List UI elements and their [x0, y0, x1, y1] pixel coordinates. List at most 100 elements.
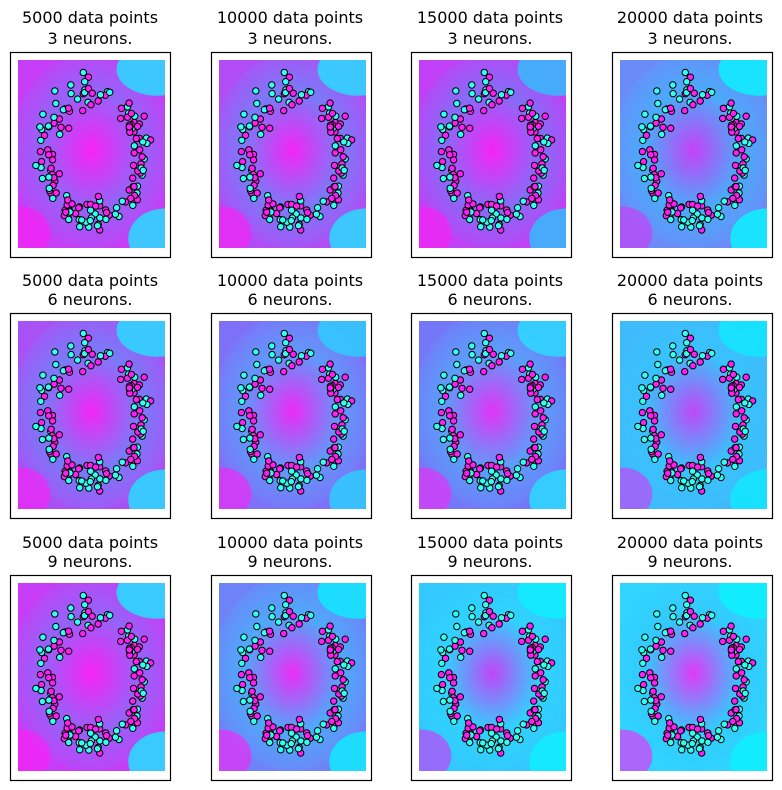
point-inner-class	[333, 657, 341, 666]
point-inner-class	[326, 99, 334, 107]
point-inner-class	[526, 99, 534, 107]
point-inner-class	[495, 453, 504, 462]
point-inner-class	[88, 89, 96, 97]
point-inner-class	[48, 417, 57, 425]
point-outer-class	[732, 403, 740, 411]
point-outer-class	[340, 427, 348, 435]
point-inner-class	[704, 731, 713, 740]
point-outer-class	[698, 614, 707, 622]
point-outer-class	[680, 477, 688, 485]
point-inner-class	[117, 114, 125, 123]
point-outer-class	[268, 612, 276, 621]
point-inner-class	[657, 431, 665, 439]
point-inner-class	[690, 350, 698, 358]
point-inner-class	[492, 202, 501, 210]
point-inner-class	[136, 669, 144, 677]
point-inner-class	[458, 646, 466, 654]
point-outer-class	[446, 184, 454, 193]
point-outer-class	[251, 113, 259, 122]
point-outer-class	[96, 214, 104, 222]
point-outer-class	[653, 610, 661, 618]
point-outer-class	[52, 622, 60, 631]
point-inner-class	[449, 156, 458, 164]
point-outer-class	[450, 455, 458, 463]
point-inner-class	[734, 395, 742, 404]
point-outer-class	[44, 645, 53, 653]
point-inner-class	[681, 367, 689, 376]
point-outer-class	[129, 462, 137, 470]
point-outer-class	[313, 727, 322, 735]
point-inner-class	[657, 693, 665, 701]
point-inner-class	[731, 697, 739, 705]
point-inner-class	[265, 719, 273, 727]
point-outer-class	[452, 610, 460, 618]
point-inner-class	[677, 204, 685, 212]
point-outer-class	[250, 194, 258, 203]
point-inner-class	[125, 99, 133, 107]
point-outer-class	[653, 87, 661, 95]
point-inner-class	[288, 101, 296, 109]
point-inner-class	[289, 350, 297, 358]
point-outer-class	[129, 724, 137, 732]
point-outer-class	[73, 356, 82, 364]
point-inner-class	[541, 373, 549, 381]
point-inner-class	[446, 412, 454, 420]
point-inner-class	[330, 161, 339, 170]
point-inner-class	[727, 123, 735, 131]
point-outer-class	[45, 434, 53, 442]
point-outer-class	[639, 397, 647, 405]
point-inner-class	[465, 365, 474, 373]
point-outer-class	[340, 138, 348, 146]
point-outer-class	[239, 435, 248, 444]
point-outer-class	[651, 455, 659, 463]
point-inner-class	[719, 627, 728, 635]
point-outer-class	[139, 138, 147, 146]
point-inner-class	[253, 189, 261, 197]
point-inner-class	[539, 153, 547, 161]
point-outer-class	[452, 87, 460, 95]
point-inner-class	[495, 715, 504, 724]
point-inner-class	[45, 151, 53, 159]
point-outer-class	[96, 475, 104, 483]
point-inner-class	[738, 407, 746, 415]
point-outer-class	[39, 371, 47, 379]
point-outer-class	[139, 661, 147, 669]
point-outer-class	[468, 342, 476, 350]
point-inner-class	[642, 131, 651, 140]
point-outer-class	[303, 476, 311, 484]
point-outer-class	[86, 729, 95, 737]
point-outer-class	[651, 717, 659, 725]
point-inner-class	[448, 164, 456, 173]
point-outer-class	[37, 136, 45, 145]
point-inner-class	[341, 373, 349, 381]
point-outer-class	[731, 201, 739, 210]
point-inner-class	[337, 146, 345, 154]
point-outer-class	[45, 696, 53, 704]
point-inner-class	[331, 410, 339, 418]
point-inner-class	[130, 443, 138, 452]
point-inner-class	[64, 104, 73, 112]
point-outer-class	[439, 174, 448, 183]
point-inner-class	[55, 170, 63, 178]
point-outer-class	[440, 110, 448, 118]
point-inner-class	[237, 147, 246, 156]
point-inner-class	[528, 109, 537, 118]
point-inner-class	[36, 147, 45, 156]
point-inner-class	[492, 725, 501, 733]
point-inner-class	[463, 208, 471, 216]
point-outer-class	[451, 636, 459, 644]
point-inner-class	[654, 189, 662, 197]
point-outer-class	[494, 483, 503, 491]
point-outer-class	[51, 348, 59, 356]
point-inner-class	[326, 646, 334, 654]
point-outer-class	[446, 445, 454, 453]
decision-surface	[18, 60, 165, 248]
point-inner-class	[649, 164, 657, 173]
point-outer-class	[438, 136, 446, 145]
point-inner-class	[248, 425, 256, 433]
point-outer-class	[720, 458, 728, 466]
point-outer-class	[274, 356, 283, 364]
subplot-title-line1: 10000 data points	[217, 533, 363, 552]
